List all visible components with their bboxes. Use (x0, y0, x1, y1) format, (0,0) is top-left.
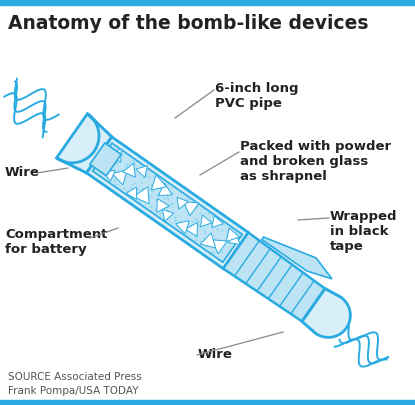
Polygon shape (158, 183, 172, 196)
Polygon shape (183, 202, 199, 216)
Polygon shape (200, 233, 215, 248)
Polygon shape (212, 240, 227, 254)
Text: Wrapped
in black
tape: Wrapped in black tape (330, 210, 398, 253)
Polygon shape (227, 228, 239, 241)
Polygon shape (212, 216, 223, 228)
Polygon shape (112, 170, 127, 185)
Polygon shape (56, 114, 112, 173)
Polygon shape (162, 209, 174, 221)
Polygon shape (302, 289, 341, 333)
Polygon shape (134, 187, 149, 204)
Polygon shape (185, 222, 198, 237)
Polygon shape (176, 221, 189, 234)
Text: Compartment
for battery: Compartment for battery (5, 228, 107, 256)
Polygon shape (177, 197, 188, 209)
Polygon shape (90, 143, 121, 176)
Polygon shape (86, 137, 249, 269)
Polygon shape (136, 166, 147, 177)
Polygon shape (223, 232, 325, 322)
Text: SOURCE Associated Press
Frank Pompa/USA TODAY: SOURCE Associated Press Frank Pompa/USA … (8, 372, 142, 396)
Text: Anatomy of the bomb-like devices: Anatomy of the bomb-like devices (8, 14, 369, 33)
Text: Wire: Wire (198, 348, 233, 361)
Bar (0, 400, 415, 405)
Text: 6-inch long
PVC pipe: 6-inch long PVC pipe (215, 82, 298, 110)
Polygon shape (93, 143, 242, 262)
Text: Packed with powder
and broken glass
as shrapnel: Packed with powder and broken glass as s… (240, 140, 391, 183)
Polygon shape (122, 163, 135, 177)
Text: Wire: Wire (5, 166, 40, 179)
Polygon shape (56, 114, 112, 173)
Polygon shape (151, 175, 166, 190)
Polygon shape (126, 187, 137, 199)
Polygon shape (157, 198, 169, 212)
Polygon shape (103, 171, 115, 181)
Polygon shape (200, 215, 212, 227)
Polygon shape (109, 149, 121, 162)
Polygon shape (228, 233, 240, 245)
Polygon shape (262, 237, 332, 279)
Bar (0, 0, 415, 5)
Polygon shape (302, 289, 350, 337)
